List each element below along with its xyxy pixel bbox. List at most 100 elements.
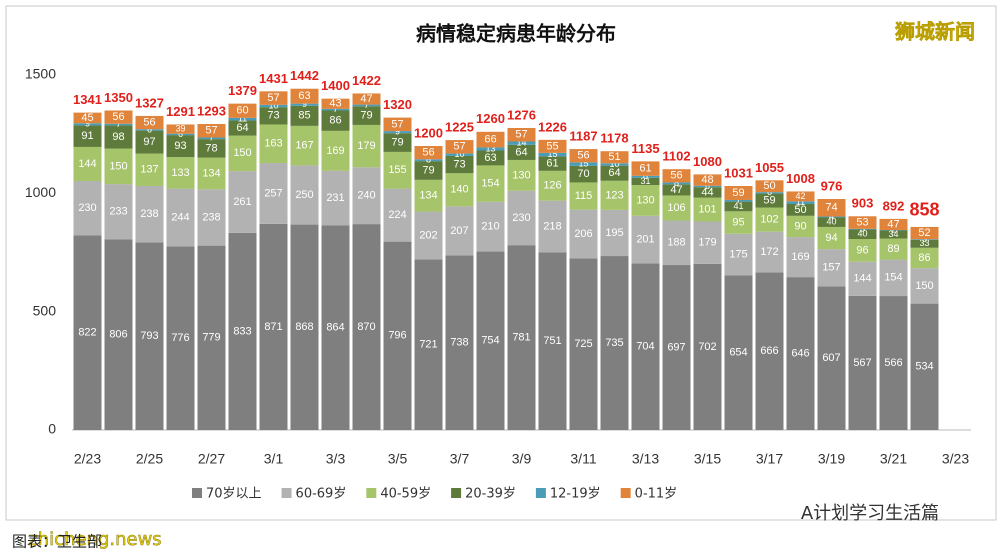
segment-label: 43 xyxy=(329,98,341,110)
y-tick-label: 500 xyxy=(33,302,57,318)
legend-label: 20-39岁 xyxy=(465,487,516,502)
segment-label: 14 xyxy=(516,138,526,148)
total-label: 858 xyxy=(909,200,939,220)
bar-segment xyxy=(848,229,877,240)
y-tick-label: 1500 xyxy=(25,66,56,82)
bar-segment xyxy=(135,129,164,131)
bar-segment xyxy=(538,156,567,171)
bar-segment xyxy=(135,115,164,130)
legend-swatch xyxy=(366,488,377,498)
bar-segment xyxy=(259,124,288,164)
segment-label: 233 xyxy=(109,206,127,218)
bar-segment xyxy=(786,277,815,430)
segment-label: 56 xyxy=(670,170,682,182)
segment-label: 134 xyxy=(202,167,220,179)
segment-label: 73 xyxy=(453,158,465,170)
bar-segment xyxy=(910,239,939,248)
bar-segment xyxy=(352,106,381,125)
segment-label: 56 xyxy=(577,150,589,162)
segment-label: 870 xyxy=(357,321,375,333)
segment-label: 115 xyxy=(575,190,593,202)
bar-segment xyxy=(73,125,102,147)
bar-segment xyxy=(755,231,784,273)
bar-segment xyxy=(166,135,195,158)
segment-label: 188 xyxy=(667,237,685,249)
bar-segment xyxy=(414,211,443,260)
segment-label: 8 xyxy=(643,171,648,181)
segment-label: 40 xyxy=(857,229,867,239)
segment-label: 206 xyxy=(574,228,592,240)
segment-label: 56 xyxy=(112,111,124,123)
segment-label: 207 xyxy=(450,225,468,237)
bar-segment xyxy=(414,179,443,212)
segment-label: 74 xyxy=(825,202,837,214)
bar-segment xyxy=(817,199,846,217)
bar-segment xyxy=(104,148,133,185)
total-label: 1226 xyxy=(538,119,567,134)
segment-label: 864 xyxy=(326,322,344,334)
x-tick-label: 2/25 xyxy=(136,451,163,467)
caption: 图表：卫生部 xyxy=(12,533,102,551)
segment-label: 240 xyxy=(357,190,375,202)
legend-swatch xyxy=(451,488,462,498)
bar-segment xyxy=(321,98,350,109)
total-label: 1320 xyxy=(383,97,412,112)
segment-label: 137 xyxy=(140,164,158,176)
bar-segment xyxy=(724,201,753,212)
x-tick-label: 3/23 xyxy=(942,451,969,467)
segment-label: 50 xyxy=(794,204,806,216)
segment-label: 154 xyxy=(481,178,499,190)
segment-label: 566 xyxy=(884,357,902,369)
bar-segment xyxy=(507,190,536,246)
segment-label: 73 xyxy=(267,110,279,122)
bar-segment xyxy=(755,193,784,208)
bar-segment xyxy=(73,146,102,182)
segment-label: 59 xyxy=(763,194,775,206)
segment-label: 64 xyxy=(608,167,620,179)
legend-label: 60-69岁 xyxy=(296,487,347,502)
total-label: 1055 xyxy=(755,160,784,175)
segment-label: 90 xyxy=(794,220,806,232)
segment-label: 154 xyxy=(884,272,902,284)
segment-label: 175 xyxy=(729,248,747,260)
bar-segment xyxy=(538,170,567,201)
total-label: 1225 xyxy=(445,120,474,135)
segment-label: 796 xyxy=(388,330,406,342)
bar-segment xyxy=(290,105,319,126)
bar-segment xyxy=(197,123,226,138)
segment-label: 868 xyxy=(295,321,313,333)
segment-label: 86 xyxy=(329,115,341,127)
segment-label: 261 xyxy=(233,196,251,208)
total-label: 1350 xyxy=(104,90,133,105)
bar-segment xyxy=(73,112,102,124)
total-label: 1031 xyxy=(724,165,753,180)
bar-segment xyxy=(600,209,629,257)
y-tick-label: 1000 xyxy=(25,184,56,200)
segment-label: 86 xyxy=(918,252,930,264)
total-label: 1327 xyxy=(135,95,164,110)
segment-label: 7 xyxy=(364,100,369,110)
segment-label: 751 xyxy=(543,335,561,347)
bar-segment xyxy=(662,182,691,185)
bar-segment xyxy=(600,163,629,166)
segment-label: 150 xyxy=(233,147,251,159)
bar-segment xyxy=(662,184,691,196)
bar-segment xyxy=(569,165,598,183)
bar-segment xyxy=(786,203,815,216)
segment-label: 150 xyxy=(109,160,127,172)
segment-label: 155 xyxy=(388,164,406,176)
segment-label: 63 xyxy=(298,90,310,102)
bar-segment xyxy=(817,226,846,250)
segment-label: 85 xyxy=(298,110,310,122)
bar-segment xyxy=(445,173,474,207)
segment-label: 57 xyxy=(267,92,279,104)
segment-label: 8 xyxy=(674,178,679,188)
bar-segment xyxy=(383,188,412,242)
x-tick-label: 3/19 xyxy=(818,451,845,467)
total-label: 1379 xyxy=(228,83,257,98)
bar-segment xyxy=(631,175,660,178)
bar-segment xyxy=(507,159,536,191)
total-label: 1187 xyxy=(569,129,597,144)
bar-segment xyxy=(910,226,939,240)
bar-segment xyxy=(352,93,381,105)
